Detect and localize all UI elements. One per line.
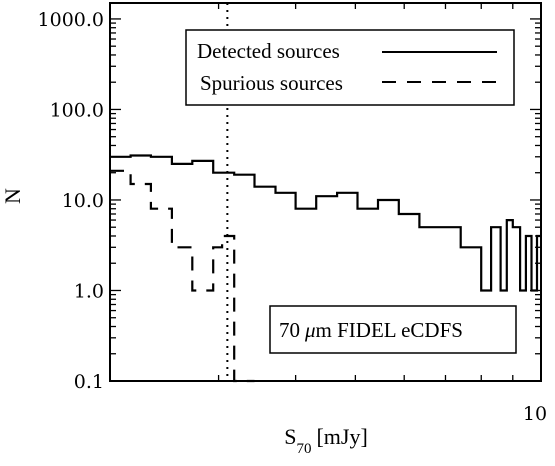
y-tick-label: 10.0 [62, 190, 104, 212]
y-tick-labels: 0.1 1.0 10.0 100.0 1000.0 [38, 9, 104, 393]
x-axis-subscript: 70 [296, 441, 311, 457]
y-tick-label: 1000.0 [38, 9, 104, 31]
series-spurious-step-line [110, 169, 255, 383]
legend: Detected sources Spurious sources [185, 29, 515, 106]
x-tick-labels: 10 [523, 403, 547, 425]
annotation-prefix: 70 [279, 318, 300, 342]
y-axis-title: N [0, 188, 25, 204]
y-tick-label: 100.0 [50, 99, 104, 121]
x-axis-symbol: S [284, 424, 296, 449]
annotation-box [269, 305, 517, 354]
legend-label-detected: Detected sources [197, 39, 340, 63]
legend-label-spurious: Spurious sources [200, 71, 343, 95]
annotation: 70 μm FIDEL eCDFS [269, 305, 517, 354]
x-tick-label: 10 [523, 403, 547, 425]
series-detected-step-line [110, 154, 541, 292]
y-tick-label: 1.0 [74, 280, 104, 302]
legend-box [185, 29, 515, 106]
x-axis-title: S70 [mJy] [284, 424, 368, 457]
annotation-mu: μ [304, 318, 316, 342]
x-axis-unit: [mJy] [316, 424, 367, 449]
annotation-suffix: m FIDEL eCDFS [316, 318, 463, 342]
annotation-text: 70 μm FIDEL eCDFS [279, 318, 463, 342]
plot-frame [109, 2, 542, 382]
y-tick-label: 0.1 [74, 371, 104, 393]
series-layer [110, 154, 541, 383]
